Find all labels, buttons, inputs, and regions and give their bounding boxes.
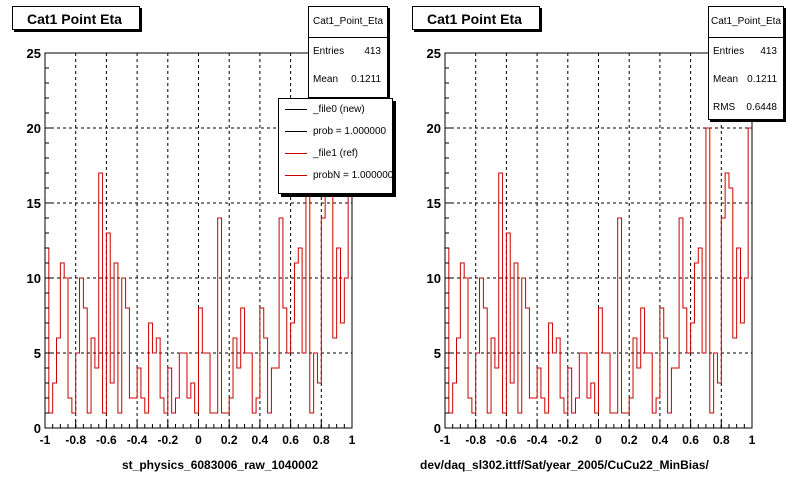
y-tick-label: 20 <box>27 121 41 136</box>
x-tick-label: 0 <box>195 433 202 447</box>
x-tick-label: 0 <box>595 433 602 447</box>
stats-mean-row-2: Mean 0.1211 <box>713 74 777 85</box>
stats-header-2: Cat1_Point_Eta <box>709 7 783 38</box>
legend-swatch <box>285 131 307 132</box>
x-tick-label: -1 <box>40 433 51 447</box>
x-caption-2: dev/daq_sl302.ittf/Sat/year_2005/CuCu22_… <box>420 458 709 472</box>
stats-box-2: Cat1_Point_Eta Entries 413 Mean 0.1211 RMS… <box>708 6 784 120</box>
x-tick-label: -0.2 <box>157 433 178 447</box>
y-tick-label: 15 <box>427 196 441 211</box>
y-tick-label: 20 <box>427 121 441 136</box>
legend-swatch <box>285 153 307 154</box>
y-tick-label: 25 <box>427 46 441 61</box>
stats-mean-row-1: Mean 0.1211 <box>313 74 381 85</box>
x-tick-label: -0.8 <box>465 433 486 447</box>
x-caption-1: st_physics_6083006_raw_1040002 <box>122 458 319 472</box>
legend-item-prob: prob = 1.000000 <box>279 121 392 143</box>
histogram-series-2 <box>444 127 753 428</box>
histogram-series-1 <box>44 127 353 428</box>
histogram-title-1: Cat1 Point Eta <box>12 6 140 30</box>
x-tick-label: 0.4 <box>252 433 269 447</box>
x-tick-label: -1 <box>440 433 451 447</box>
x-tick-label: -0.8 <box>65 433 86 447</box>
y-tick-label: 5 <box>34 346 41 361</box>
y-tick-label: 5 <box>434 346 441 361</box>
legend-box: _file0 (new) prob = 1.000000 _file1 (ref… <box>278 98 393 194</box>
legend-swatch <box>285 175 307 176</box>
stats-box-1: Cat1_Point_Eta Entries 413 Mean 0.1211 <box>308 6 388 98</box>
legend-item-file0: _file0 (new) <box>279 99 392 121</box>
x-tick-label: 0.2 <box>221 433 238 447</box>
x-tick-label: 0.6 <box>282 433 299 447</box>
x-tick-label: 1 <box>349 433 356 447</box>
y-tick-label: 0 <box>34 421 41 436</box>
x-tick-label: 1 <box>749 433 756 447</box>
x-tick-label: -0.6 <box>496 433 517 447</box>
stats-rms-row-2: RMS 0.6448 <box>713 102 777 113</box>
legend-swatch <box>285 109 307 110</box>
x-tick-label: 0.2 <box>621 433 638 447</box>
y-tick-label: 15 <box>27 196 41 211</box>
legend-item-file1: _file1 (ref) <box>279 143 392 165</box>
x-tick-label: 0.8 <box>313 433 330 447</box>
histogram-title-2: Cat1 Point Eta <box>412 6 540 30</box>
legend-item-probn: probN = 1.000000 <box>279 165 392 187</box>
y-tick-label: 0 <box>434 421 441 436</box>
y-tick-label: 10 <box>427 271 441 286</box>
stats-header-1: Cat1_Point_Eta <box>309 7 387 38</box>
x-tick-label: -0.6 <box>96 433 117 447</box>
stats-entries-row-2: Entries 413 <box>713 46 777 57</box>
x-tick-label: 0.6 <box>682 433 699 447</box>
y-tick-label: 10 <box>27 271 41 286</box>
x-tick-label: -0.4 <box>127 433 148 447</box>
x-tick-label: 0.8 <box>713 433 730 447</box>
x-tick-label: -0.4 <box>527 433 548 447</box>
x-tick-label: -0.2 <box>557 433 578 447</box>
x-tick-label: 0.4 <box>652 433 669 447</box>
stats-entries-row-1: Entries 413 <box>313 46 381 57</box>
y-tick-label: 25 <box>27 46 41 61</box>
